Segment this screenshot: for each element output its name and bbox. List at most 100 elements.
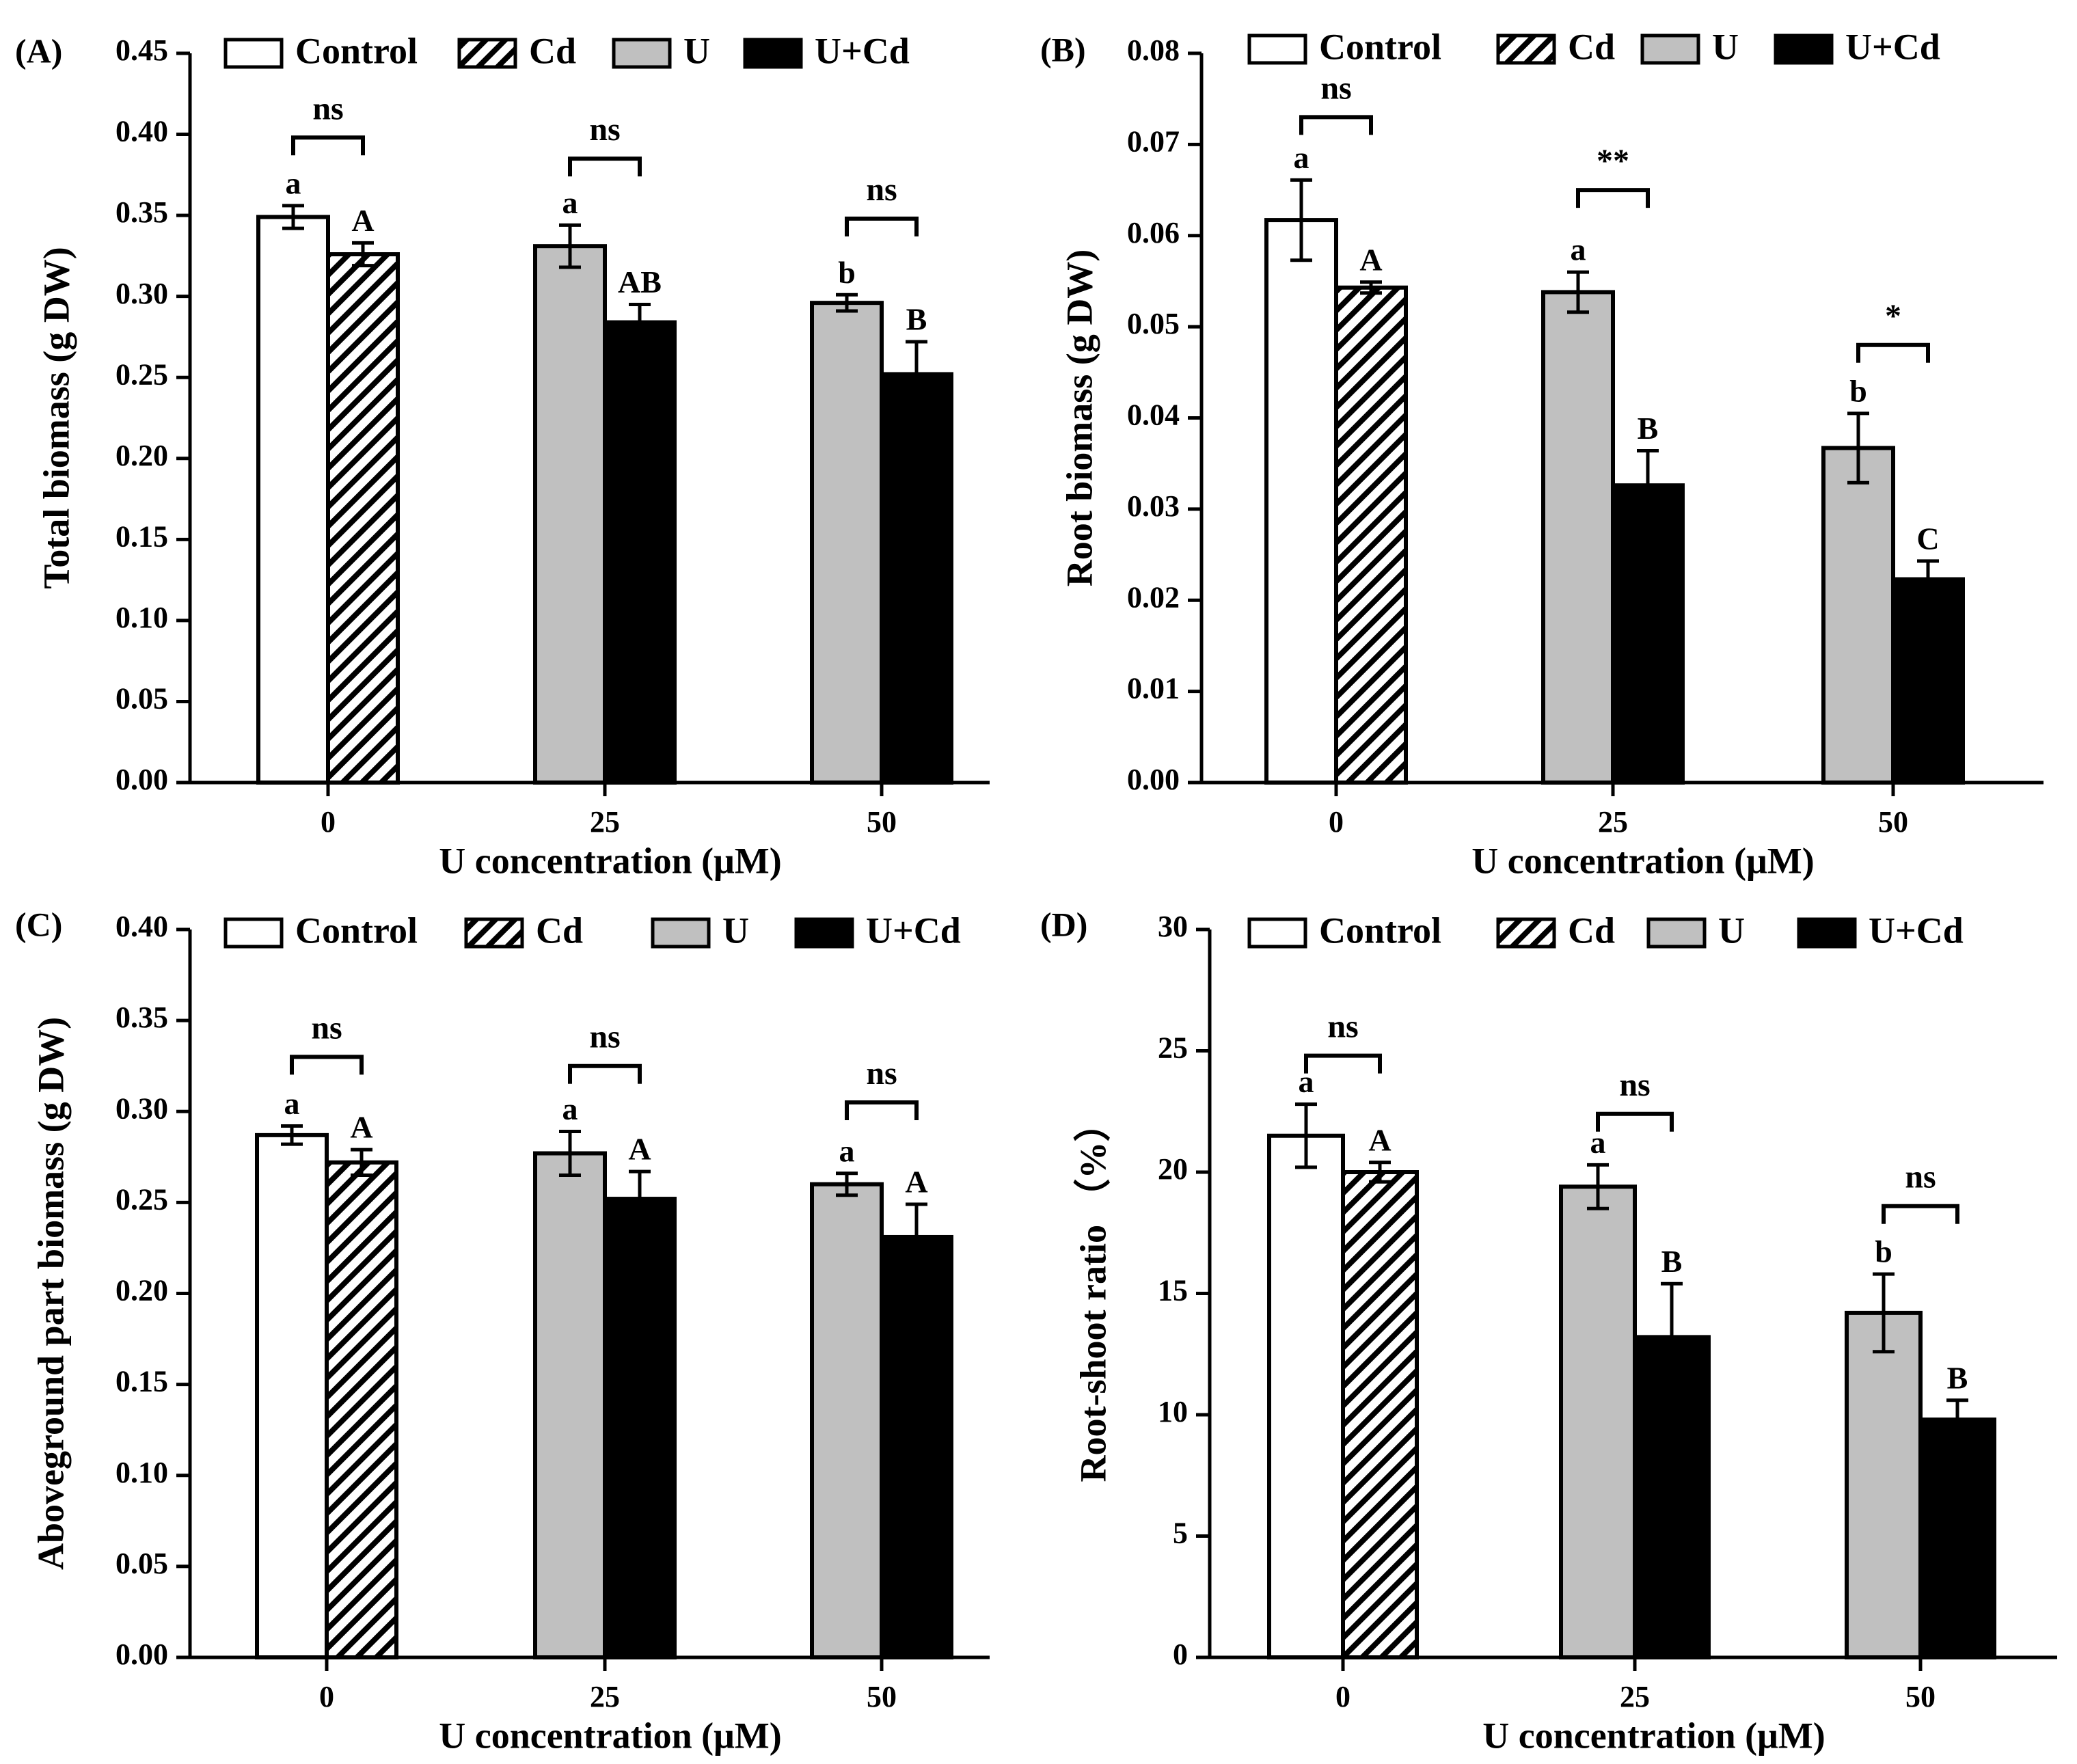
legend-label: U (1712, 26, 1739, 67)
significance-letter: a (1571, 232, 1586, 267)
legend-swatch (651, 917, 711, 949)
significance-bracket (845, 216, 919, 236)
legend-label: U+Cd (1869, 910, 1964, 951)
significance-letter: a (1590, 1125, 1606, 1160)
legend-swatch (743, 38, 803, 69)
x-tick-label: 50 (867, 805, 897, 839)
x-tick-label: 25 (590, 805, 620, 839)
significance-letter: A (1359, 242, 1382, 277)
significance-bracket (1856, 342, 1930, 363)
y-tick-label: 25 (1158, 1031, 1188, 1065)
y-tick-label: 0.00 (116, 763, 168, 796)
significance-letter: a (284, 1086, 300, 1121)
significance-letter: a (562, 1091, 578, 1126)
significance-label: ns (1905, 1159, 1936, 1195)
x-tick-label: 50 (867, 1680, 897, 1713)
significance-label: ns (589, 111, 620, 148)
significance-label: ** (1597, 143, 1629, 179)
bar-control (1267, 1133, 1345, 1659)
chart-panel-c: (C) 0.00 0.05 0.10 0.15 0.20 0.25 0.30 0.35 0.40 0… (15, 905, 990, 1756)
significance-letter: A (350, 1110, 372, 1145)
significance-letter: A (1368, 1122, 1391, 1157)
panels: (A) 0.00 0.05 0.10 0.15 0.20 0.25 0.30 0.35 0.40 0… (15, 26, 2057, 1756)
significance-letter: b (1849, 373, 1867, 408)
legend-label: Control (1319, 26, 1441, 67)
legend-label: U+Cd (815, 30, 910, 71)
significance-label: ns (1619, 1067, 1650, 1103)
significance-letter: a (1299, 1064, 1314, 1099)
significance-bracket (290, 1055, 364, 1075)
y-axis-title: Root-shoot ratio （%） (1072, 1105, 1113, 1482)
panel-label: (A) (15, 31, 62, 70)
legend-swatch (1640, 33, 1700, 65)
y-tick-label: 0.05 (1127, 307, 1180, 340)
significance-bracket (291, 135, 365, 156)
bar-u-cd (880, 1234, 953, 1659)
legend-swatch (464, 917, 524, 949)
bar-u (1559, 1184, 1637, 1660)
legend-label: Control (1319, 910, 1441, 951)
bar-u-cd (1891, 577, 1965, 785)
legend-swatch (1247, 917, 1307, 949)
y-tick-label: 0.07 (1127, 124, 1180, 158)
x-tick-label: 0 (1329, 805, 1344, 839)
x-tick-label: 0 (321, 805, 336, 839)
legend-label: Cd (536, 910, 583, 951)
significance-letter: A (628, 1132, 651, 1167)
legend-swatch (457, 38, 517, 69)
legend-swatch (794, 917, 854, 949)
significance-bracket (1299, 115, 1373, 135)
y-tick-label: 0.10 (116, 1456, 168, 1489)
y-tick-label: 5 (1173, 1517, 1188, 1550)
x-tick-label: 25 (590, 1680, 620, 1713)
legend-label: U (683, 30, 710, 71)
y-tick-label: 0.03 (1127, 489, 1180, 523)
y-tick-label: 0.06 (1127, 216, 1180, 249)
legend-label: Cd (1568, 26, 1615, 67)
y-tick-label: 0.00 (116, 1638, 168, 1671)
legend-label: Cd (1568, 910, 1615, 951)
bar-cd (325, 1160, 398, 1660)
y-tick-label: 0.00 (1127, 763, 1180, 796)
y-tick-label: 20 (1158, 1152, 1188, 1186)
significance-letter: B (1638, 411, 1659, 446)
bar-cd (1334, 285, 1408, 785)
significance-bracket (1596, 1111, 1674, 1132)
legend-label: Cd (529, 30, 576, 71)
y-tick-label: 0.30 (116, 1091, 168, 1125)
y-axis-title: Aboveground part biomass (g DW) (30, 1017, 71, 1570)
legend-swatch (1646, 917, 1707, 949)
bar-control (1264, 218, 1338, 785)
bar-u (1541, 290, 1615, 785)
legend-label: U+Cd (1845, 26, 1940, 67)
significance-letter: a (286, 165, 301, 200)
significance-letter: a (562, 185, 578, 220)
legend-label: Control (295, 910, 418, 951)
y-tick-label: 0.25 (116, 357, 168, 391)
significance-label: * (1885, 298, 1901, 334)
y-tick-label: 0.35 (116, 195, 168, 229)
significance-bracket (568, 157, 642, 177)
y-axis-title: Root biomass (g DW) (1059, 249, 1100, 587)
significance-letter: B (906, 302, 927, 337)
x-axis-title: U concentration (μM) (1471, 840, 1814, 881)
significance-letter: A (351, 203, 374, 238)
significance-bracket (1304, 1053, 1382, 1074)
legend-swatch (1797, 917, 1857, 949)
y-tick-label: 0.30 (116, 277, 168, 310)
significance-bracket (1576, 188, 1650, 208)
significance-letter: AB (618, 264, 662, 299)
y-tick-label: 0.40 (116, 115, 168, 148)
y-tick-label: 15 (1158, 1274, 1188, 1307)
significance-letter: b (1875, 1234, 1892, 1269)
legend-label: Control (295, 30, 418, 71)
panel-label: (C) (15, 905, 62, 943)
bar-u (810, 301, 884, 785)
legend-swatch (223, 917, 284, 949)
x-tick-label: 25 (1620, 1680, 1650, 1713)
x-tick-label: 25 (1598, 805, 1628, 839)
chart-panel-d: (D) 0 5 10 15 20 25 30 0 25 50 U concentration (μM)… (1040, 905, 2057, 1756)
bar-u (533, 244, 607, 785)
significance-letter: a (1294, 140, 1309, 175)
